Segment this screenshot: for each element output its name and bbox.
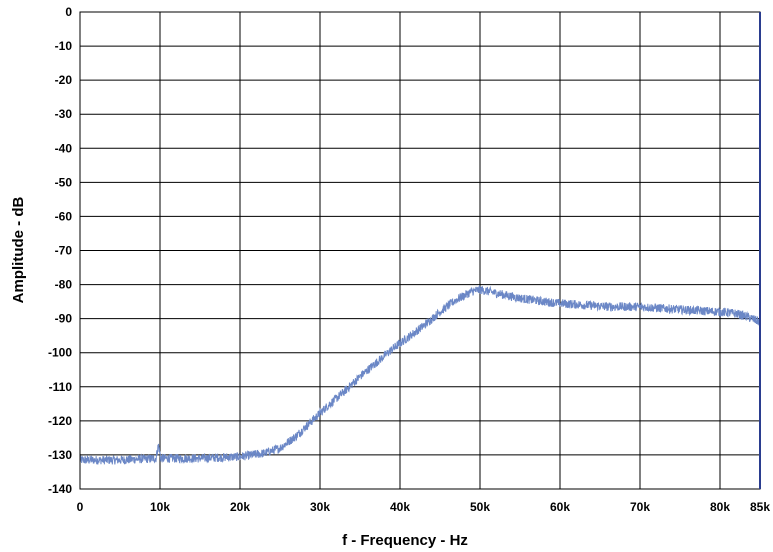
- x-tick-label: 85k: [750, 500, 770, 514]
- spectrum-series-line: [79, 285, 761, 465]
- y-tick-label: -10: [55, 39, 73, 53]
- x-axis-title: f - Frequency - Hz: [342, 532, 468, 549]
- y-tick-label: -30: [55, 107, 73, 121]
- y-tick-label: -80: [55, 278, 73, 292]
- grid-lines: [79, 11, 761, 490]
- x-tick-label: 60k: [550, 500, 570, 514]
- x-tick-label: 40k: [390, 500, 410, 514]
- x-tick-label: 50k: [470, 500, 490, 514]
- x-tick-label: 10k: [150, 500, 170, 514]
- y-tick-label: -60: [55, 209, 73, 223]
- y-tick-label: -140: [48, 482, 72, 496]
- y-tick-label: -70: [55, 244, 73, 258]
- y-tick-labels: 0 -10 -20 -30 -40 -50 -60 -70 -80 -90 -100 -110 -120…: [48, 5, 72, 496]
- x-tick-labels: 0 10k 20k 30k 40k 50k 60k 70k 80k 85k: [77, 500, 771, 514]
- x-tick-label: 0: [77, 500, 84, 514]
- y-tick-label: -90: [55, 312, 73, 326]
- x-tick-label: 20k: [230, 500, 250, 514]
- x-tick-label: 30k: [310, 500, 330, 514]
- y-tick-label: -110: [49, 380, 73, 394]
- y-tick-label: -130: [48, 448, 72, 462]
- y-tick-label: -100: [48, 346, 72, 360]
- x-tick-label: 70k: [630, 500, 650, 514]
- y-tick-label: 0: [65, 5, 72, 19]
- y-tick-label: -120: [48, 414, 72, 428]
- y-tick-label: -50: [55, 175, 73, 189]
- y-tick-label: -40: [55, 141, 73, 155]
- y-tick-label: -20: [55, 73, 73, 87]
- series-layer: [79, 285, 761, 465]
- y-axis-title: Amplitude - dB: [10, 197, 27, 304]
- x-tick-label: 80k: [710, 500, 730, 514]
